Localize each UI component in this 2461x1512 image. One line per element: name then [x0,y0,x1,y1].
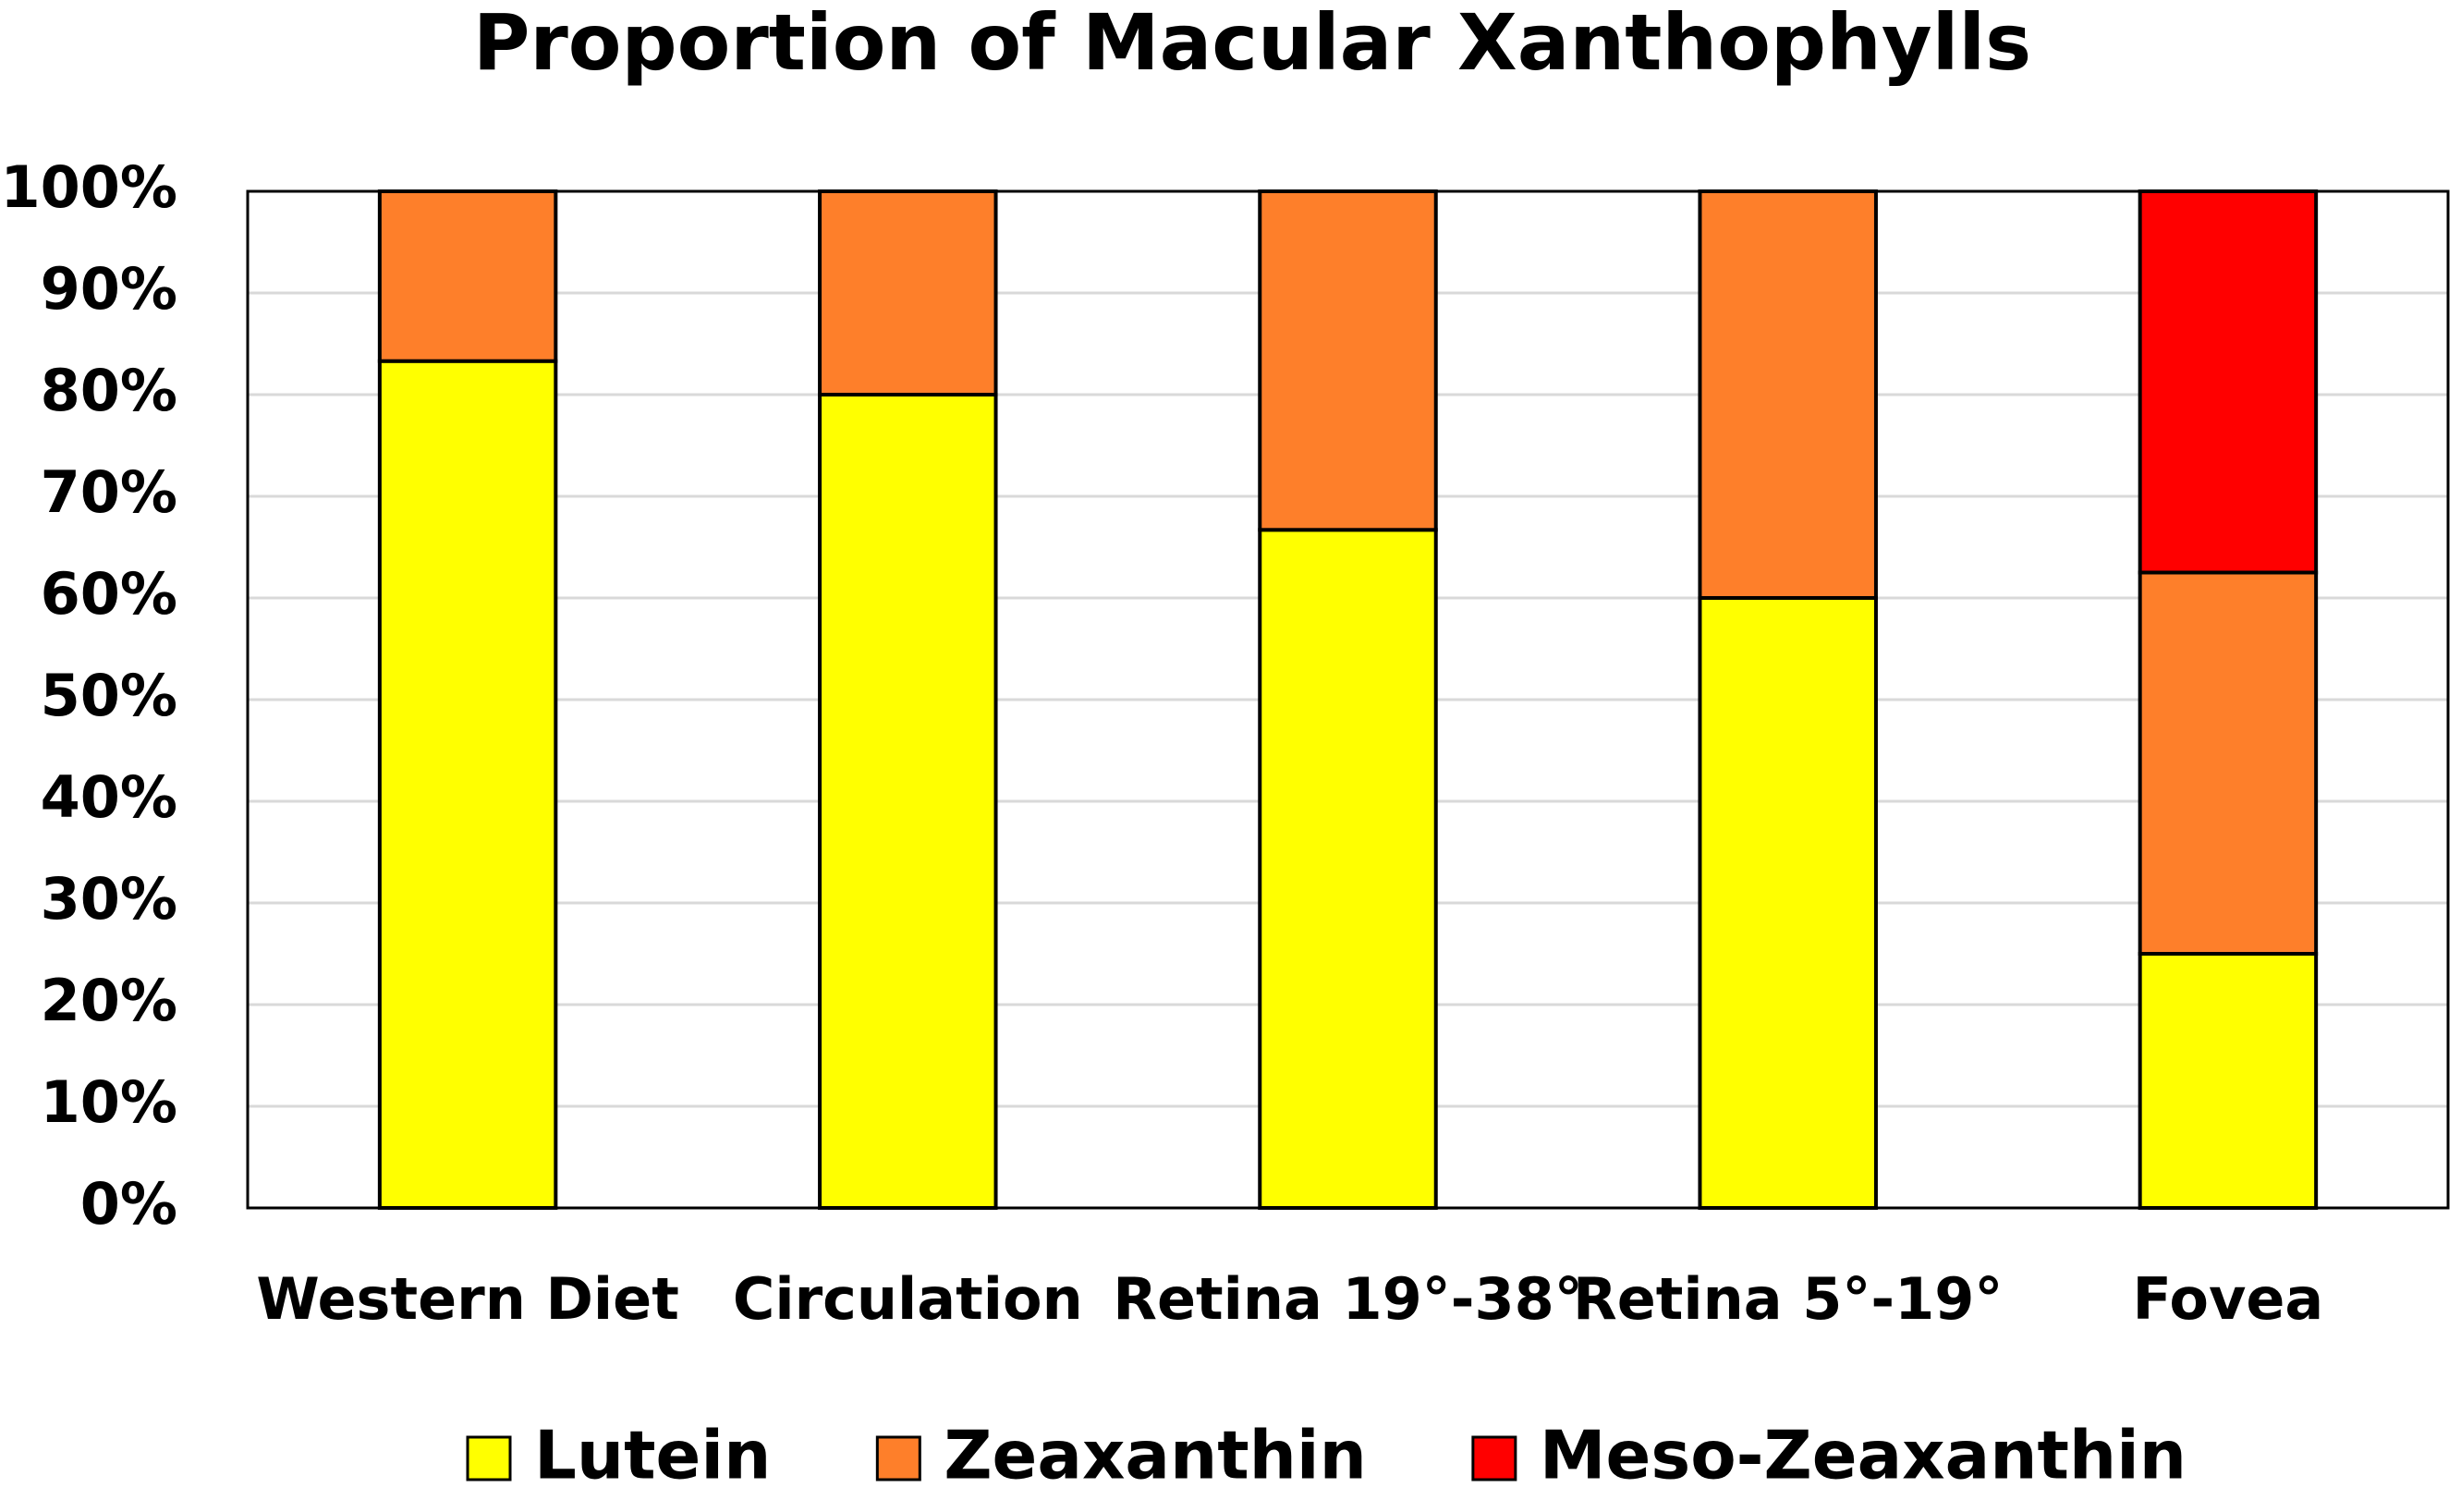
y-tick-label: 100% [0,153,177,221]
y-tick-label: 70% [41,458,177,526]
x-tick-label: Retina 19°-38° [1113,1265,1583,1333]
bar-segment [818,189,998,396]
bar-segment [2138,952,2319,1210]
bar-segment [377,189,558,363]
x-tick-label: Retina 5°-19° [1573,1265,2003,1333]
bar-segment [1258,528,1438,1210]
bar-segment [377,359,558,1210]
bar-segment [1698,189,1878,600]
legend-swatch [875,1435,921,1482]
x-tick-label: Fovea [2133,1265,2324,1333]
x-tick-label: Circulation [733,1265,1083,1333]
bar-segment [1698,596,1878,1210]
chart-title: Proportion of Macular Xanthophylls [473,0,2031,88]
y-tick-label: 10% [41,1068,177,1136]
y-tick-label: 90% [41,255,177,323]
y-tick-label: 0% [80,1170,177,1238]
legend-swatch [466,1435,512,1482]
bar-segment [2138,570,2319,956]
legend-swatch [1471,1435,1517,1482]
legend-label: Meso-Zeaxanthin [1540,1417,2187,1494]
x-tick-label: Western Diet [256,1265,679,1333]
bar-segment [818,393,998,1210]
bar-segment [1258,189,1438,532]
y-tick-label: 20% [41,967,177,1034]
y-tick-label: 80% [41,357,177,424]
y-tick-label: 40% [41,763,177,831]
legend-label: Zeaxanthin [944,1417,1367,1494]
y-tick-label: 30% [41,865,177,933]
y-tick-label: 60% [41,560,177,628]
bar-segment [2138,189,2319,575]
legend-label: Lutein [534,1417,771,1494]
y-tick-label: 50% [41,662,177,729]
